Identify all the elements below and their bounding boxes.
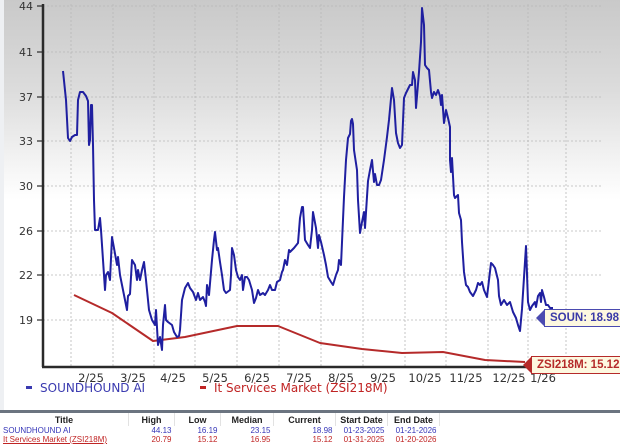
badge-pointer-icon — [522, 356, 531, 373]
x-tick-label: 1/26 — [530, 371, 556, 385]
y-axis-ticks: 44 41 37 33 30 26 22 19 — [19, 0, 43, 327]
table-separator — [0, 410, 620, 413]
x-tick-label: 6/25 — [244, 371, 270, 385]
legend-item-zsi218m[interactable]: It Services Market (ZSI218M) — [200, 381, 388, 395]
x-tick-label: 10/25 — [408, 371, 441, 385]
x-tick-label: 3/25 — [120, 371, 146, 385]
soun-current-badge: SOUN: 18.98 — [535, 309, 620, 327]
left-border — [0, 0, 4, 410]
col-end-date: End Date — [387, 413, 440, 426]
y-tick-label: 22 — [19, 269, 33, 282]
vertical-gridlines — [70, 4, 567, 367]
y-tick-label: 30 — [19, 180, 33, 193]
zsi218m-line[interactable] — [73, 294, 526, 363]
x-tick-label: 4/25 — [160, 371, 186, 385]
row-end-date: 01-20-2026 — [395, 435, 437, 444]
col-median: Median — [220, 413, 274, 426]
row-end-date: 01-21-2026 — [395, 426, 437, 435]
legend-label: SOUNDHOUND AI — [40, 381, 146, 395]
table-row: It Services Market (ZSI218M) 20.79 15.12… — [0, 435, 440, 444]
red-line-swatch-icon — [200, 386, 206, 389]
badge-pointer-icon — [535, 309, 544, 326]
row-start-date: 01-31-2025 — [343, 435, 385, 444]
col-title: Title — [0, 413, 129, 426]
x-tick-label: 11/25 — [449, 371, 482, 385]
row-low: 16.19 — [197, 426, 218, 435]
row-median: 16.95 — [250, 435, 271, 444]
row-low: 15.12 — [197, 435, 218, 444]
x-tick-label: 7/25 — [286, 371, 312, 385]
col-start-date: Start Date — [335, 413, 388, 426]
soun-badge-text: SOUN: 18.98 — [550, 312, 620, 324]
y-tick-label: 33 — [19, 135, 33, 148]
row-high: 44.13 — [151, 426, 172, 435]
table-header-row: Title High Low Median Current Start Date… — [0, 413, 440, 426]
chart-area — [0, 0, 620, 400]
row-current: 18.98 — [312, 426, 333, 435]
x-tick-label: 9/25 — [370, 371, 396, 385]
row-median: 23.15 — [250, 426, 271, 435]
legend-item-soundhound[interactable]: SOUNDHOUND AI — [26, 381, 145, 395]
y-tick-label: 26 — [19, 225, 33, 238]
blue-line-swatch-icon — [26, 386, 32, 389]
x-tick-label: 2/25 — [78, 371, 104, 385]
soundhound-line[interactable] — [62, 7, 553, 351]
y-tick-label: 41 — [19, 46, 33, 59]
table-row: SOUNDHOUND AI 44.13 16.19 23.15 18.98 01… — [0, 426, 440, 435]
summary-table: Title High Low Median Current Start Date… — [0, 413, 440, 444]
y-tick-label: 37 — [19, 91, 33, 104]
row-high: 20.79 — [151, 435, 172, 444]
zsi-current-badge: ZSI218M: 15.12 — [522, 356, 620, 374]
x-tick-label: 12/25 — [492, 371, 525, 385]
row-start-date: 01-23-2025 — [343, 426, 385, 435]
zsi-badge-text: ZSI218M: 15.12 — [537, 359, 620, 371]
y-tick-label: 44 — [19, 0, 33, 13]
horizontal-gridlines — [43, 5, 602, 321]
legend-label: It Services Market (ZSI218M) — [214, 381, 388, 395]
x-tick-label: 8/25 — [328, 371, 354, 385]
row-title[interactable]: SOUNDHOUND AI — [3, 426, 71, 435]
col-current: Current — [273, 413, 336, 426]
y-tick-label: 19 — [19, 314, 33, 327]
row-current: 15.12 — [312, 435, 333, 444]
row-title-link[interactable]: It Services Market (ZSI218M) — [3, 435, 108, 444]
col-high: High — [128, 413, 175, 426]
x-tick-label: 5/25 — [202, 371, 228, 385]
price-chart: 44 41 37 33 30 26 22 19 2/25 3/25 4/25 5/25 6/25 7/2… — [19, 0, 604, 385]
x-axis-ticks: 2/25 3/25 4/25 5/25 6/25 7/25 8/25 9/25 10/25 11/… — [78, 371, 556, 385]
col-low: Low — [174, 413, 221, 426]
